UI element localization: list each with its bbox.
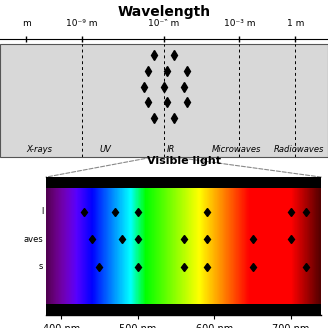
Text: Radiowaves: Radiowaves <box>273 145 324 154</box>
Text: 10⁻⁹ m: 10⁻⁹ m <box>66 19 98 28</box>
Text: X-rays: X-rays <box>26 145 52 154</box>
Text: 10⁻‶ m: 10⁻‶ m <box>148 19 180 28</box>
Text: Visible light: Visible light <box>147 156 221 166</box>
Text: UV: UV <box>99 145 111 154</box>
Text: aves: aves <box>23 235 43 244</box>
Text: s: s <box>39 262 43 271</box>
Text: 10⁻³ m: 10⁻³ m <box>224 19 255 28</box>
Text: m: m <box>22 19 31 28</box>
Text: 1 m: 1 m <box>287 19 304 28</box>
FancyBboxPatch shape <box>0 44 328 157</box>
Text: R: R <box>327 160 328 170</box>
Text: Microwaves: Microwaves <box>212 145 261 154</box>
Text: l: l <box>41 207 43 216</box>
Text: IR: IR <box>166 145 175 154</box>
Text: Wavelength: Wavelength <box>117 5 211 19</box>
